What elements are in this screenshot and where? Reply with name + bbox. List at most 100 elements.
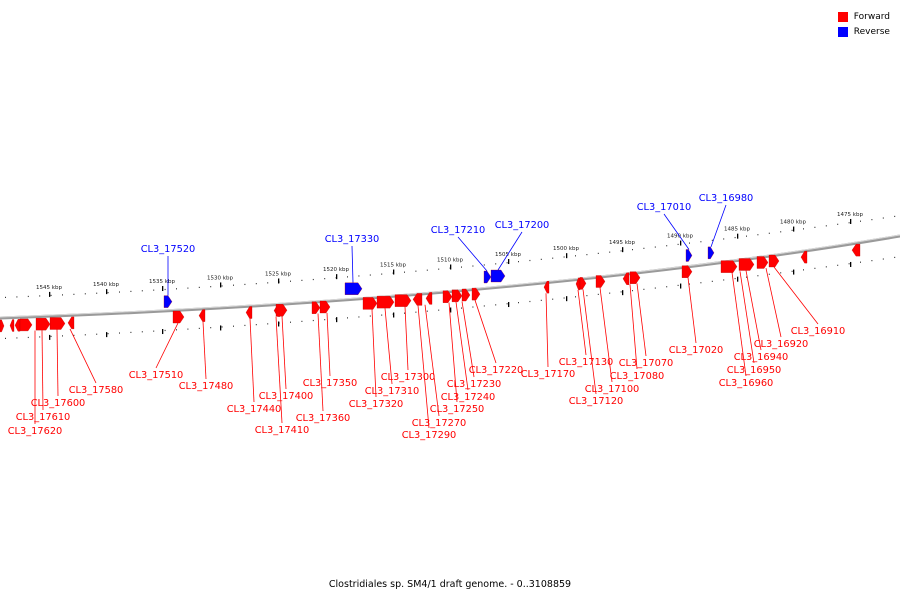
gene-leader-line bbox=[69, 328, 97, 384]
forward-gene-arrow bbox=[768, 254, 780, 268]
lower-minor-tick bbox=[689, 283, 690, 285]
upper-minor-tick bbox=[187, 287, 189, 289]
upper-minor-tick bbox=[176, 288, 177, 290]
forward-gene-label: CL3_16950 bbox=[727, 365, 782, 376]
forward-gene-label: CL3_16960 bbox=[719, 378, 774, 389]
lower-major-tick bbox=[106, 332, 108, 338]
gene-leader-line bbox=[582, 289, 597, 395]
legend-forward: Forward bbox=[837, 9, 890, 24]
upper-minor-tick bbox=[768, 232, 770, 234]
upper-minor-tick bbox=[39, 295, 41, 297]
forward-gene-label: CL3_16910 bbox=[791, 326, 846, 337]
forward-gene-arrow bbox=[311, 301, 321, 314]
lower-minor-tick bbox=[654, 287, 656, 289]
lower-major-tick bbox=[850, 261, 852, 267]
upper-minor-tick bbox=[791, 229, 793, 231]
legend: Forward Reverse bbox=[837, 9, 890, 39]
forward-gene-label: CL3_17130 bbox=[559, 357, 614, 368]
lower-minor-tick bbox=[837, 264, 839, 266]
forward-gene-arrow bbox=[35, 318, 51, 331]
genome-backbone bbox=[0, 234, 900, 320]
scale-labels: 1545 kbp 1540 kbp 1535 kbp 1530 kbp 1525 kbp… bbox=[36, 212, 863, 291]
upper-minor-tick bbox=[312, 278, 314, 281]
upper-major-tick bbox=[793, 226, 795, 232]
upper-minor-tick bbox=[848, 222, 850, 224]
reverse-gene-label: CL3_17520 bbox=[141, 244, 196, 255]
upper-minor-tick bbox=[324, 278, 326, 280]
lower-minor-tick bbox=[198, 327, 200, 330]
gene-leader-line bbox=[275, 316, 283, 424]
forward-gene-label: CL3_17440 bbox=[227, 404, 282, 415]
forward-gene-label: CL3_16920 bbox=[754, 339, 809, 350]
upper-minor-tick bbox=[803, 228, 804, 230]
forward-gene-arrow bbox=[9, 319, 15, 332]
genome-caption: Clostridiales sp. SM4/1 draft genome. - … bbox=[328, 579, 572, 590]
forward-gene-arrow bbox=[622, 272, 630, 285]
upper-minor-tick bbox=[723, 238, 725, 240]
upper-major-tick bbox=[106, 289, 108, 295]
lower-minor-tick bbox=[267, 323, 269, 325]
upper-minor-tick bbox=[347, 276, 348, 278]
reverse-gene-arrow bbox=[163, 295, 173, 308]
upper-major-tick bbox=[162, 286, 164, 292]
lower-minor-tick bbox=[848, 263, 850, 265]
gene-leader-line bbox=[384, 308, 393, 385]
upper-minor-tick bbox=[654, 246, 656, 248]
forward-gene-label: CL3_17290 bbox=[402, 430, 457, 441]
forward-gene-arrow bbox=[275, 304, 288, 317]
forward-gene-label: CL3_17100 bbox=[585, 384, 640, 395]
lower-minor-tick bbox=[369, 315, 371, 317]
upper-major-tick bbox=[508, 259, 510, 265]
forward-gene-arrow bbox=[362, 297, 378, 310]
gene-leader-line bbox=[417, 305, 430, 429]
upper-minor-tick bbox=[620, 250, 622, 252]
gene-leader-line bbox=[155, 322, 179, 369]
scale-label: 1540 kbp bbox=[93, 282, 119, 288]
lower-minor-tick bbox=[176, 329, 177, 331]
lower-minor-tick bbox=[882, 258, 884, 260]
lower-major-tick bbox=[508, 302, 510, 308]
upper-minor-tick bbox=[575, 255, 576, 257]
scale-label: 1525 kbp bbox=[265, 271, 291, 277]
leader-lines bbox=[34, 204, 819, 429]
lower-minor-tick bbox=[210, 327, 212, 329]
forward-gene-label: CL3_17220 bbox=[469, 365, 524, 376]
upper-minor-tick bbox=[381, 273, 383, 275]
legend-forward-label: Forward bbox=[853, 11, 890, 22]
lower-minor-tick bbox=[96, 333, 98, 335]
lower-minor-tick bbox=[518, 302, 519, 304]
forward-gene-arrow bbox=[575, 277, 581, 291]
lower-major-tick bbox=[450, 307, 452, 313]
scale-label: 1495 kbp bbox=[609, 240, 635, 246]
lower-major-tick bbox=[162, 329, 164, 335]
forward-gene-arrow bbox=[198, 309, 206, 322]
forward-gene-label: CL3_17410 bbox=[255, 425, 310, 436]
upper-major-tick bbox=[450, 264, 452, 270]
forward-gene-label: CL3_17610 bbox=[16, 412, 71, 423]
upper-minor-tick bbox=[221, 285, 223, 287]
tick-marks bbox=[5, 215, 896, 340]
forward-gene-label: CL3_17020 bbox=[669, 345, 724, 356]
scale-label: 1505 kbp bbox=[495, 252, 521, 258]
gene-leader-line bbox=[765, 267, 782, 338]
upper-minor-tick bbox=[882, 217, 884, 219]
lower-minor-tick bbox=[814, 267, 816, 269]
upper-minor-tick bbox=[301, 279, 303, 281]
gene-leader-line bbox=[424, 304, 440, 417]
gene-leader-line bbox=[202, 321, 207, 380]
lower-minor-tick bbox=[233, 325, 234, 327]
upper-minor-tick bbox=[529, 259, 531, 262]
lower-minor-tick bbox=[438, 309, 440, 311]
forward-gene-arrow bbox=[376, 295, 395, 309]
upper-minor-tick bbox=[746, 235, 747, 237]
gene-leader-line bbox=[317, 313, 324, 412]
lower-minor-tick bbox=[506, 303, 508, 305]
forward-gene-label: CL3_17600 bbox=[31, 398, 86, 409]
lower-minor-tick bbox=[700, 282, 702, 284]
scale-label: 1535 kbp bbox=[149, 279, 175, 285]
forward-gene-arrow bbox=[629, 271, 641, 284]
gene-leader-line bbox=[404, 306, 409, 371]
forward-gene-arrow bbox=[394, 294, 412, 307]
upper-minor-tick bbox=[495, 263, 497, 265]
